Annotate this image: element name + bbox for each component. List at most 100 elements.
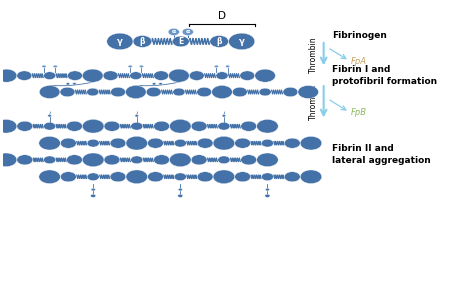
Circle shape (17, 121, 33, 131)
Circle shape (154, 71, 169, 80)
Circle shape (128, 65, 132, 68)
Circle shape (216, 72, 228, 79)
Circle shape (235, 138, 251, 148)
Circle shape (126, 85, 146, 98)
Circle shape (261, 139, 273, 147)
Circle shape (182, 28, 193, 35)
Circle shape (210, 35, 228, 47)
Circle shape (213, 170, 235, 184)
Circle shape (189, 71, 204, 80)
Circle shape (147, 138, 164, 148)
Circle shape (218, 156, 230, 164)
Circle shape (222, 115, 226, 117)
Text: FpB: FpB (351, 108, 367, 117)
Circle shape (146, 87, 161, 97)
Circle shape (66, 121, 82, 131)
Circle shape (168, 28, 179, 35)
Circle shape (178, 194, 183, 198)
Text: Fibrin II and
lateral aggregation: Fibrin II and lateral aggregation (332, 144, 430, 165)
Circle shape (87, 88, 99, 96)
Circle shape (241, 155, 257, 165)
Circle shape (169, 69, 189, 82)
Text: Fibrinogen: Fibrinogen (332, 31, 386, 40)
Circle shape (110, 172, 126, 182)
Circle shape (48, 115, 52, 117)
Circle shape (178, 188, 182, 191)
Circle shape (226, 65, 230, 68)
Circle shape (159, 83, 163, 85)
Circle shape (107, 33, 133, 50)
Circle shape (170, 119, 191, 133)
Text: Thrombin: Thrombin (309, 84, 318, 120)
Circle shape (228, 33, 255, 50)
Circle shape (170, 153, 191, 167)
Circle shape (213, 136, 235, 150)
Circle shape (257, 153, 278, 167)
Circle shape (283, 87, 298, 97)
Circle shape (82, 119, 104, 133)
Circle shape (213, 136, 235, 150)
Circle shape (212, 85, 232, 98)
Text: Thrombin: Thrombin (309, 36, 318, 72)
Circle shape (133, 35, 152, 47)
Circle shape (104, 121, 120, 131)
Circle shape (173, 88, 185, 96)
Circle shape (240, 71, 255, 80)
Circle shape (91, 188, 95, 191)
Circle shape (300, 136, 322, 150)
Circle shape (126, 136, 147, 150)
Circle shape (44, 156, 56, 164)
Circle shape (131, 122, 143, 130)
Text: α: α (172, 29, 176, 35)
Circle shape (197, 172, 213, 182)
Circle shape (265, 194, 270, 198)
Circle shape (197, 138, 213, 148)
Circle shape (135, 115, 138, 117)
Circle shape (82, 69, 103, 82)
Circle shape (17, 71, 32, 80)
Circle shape (67, 71, 82, 80)
Circle shape (103, 71, 118, 80)
Circle shape (39, 170, 60, 184)
Circle shape (284, 138, 300, 148)
Circle shape (126, 136, 147, 150)
Circle shape (126, 170, 147, 184)
Circle shape (66, 155, 82, 165)
Text: β: β (217, 37, 222, 46)
Circle shape (191, 121, 207, 131)
Circle shape (298, 85, 319, 98)
Circle shape (174, 139, 186, 147)
Circle shape (257, 119, 278, 133)
Circle shape (170, 119, 191, 133)
Circle shape (60, 172, 76, 182)
Circle shape (110, 87, 126, 97)
Circle shape (174, 173, 186, 181)
Circle shape (82, 153, 104, 167)
Circle shape (44, 72, 56, 79)
Circle shape (147, 172, 164, 182)
Circle shape (218, 122, 230, 130)
Circle shape (265, 188, 270, 191)
Circle shape (152, 83, 156, 85)
Circle shape (197, 87, 212, 97)
Circle shape (169, 69, 189, 82)
Circle shape (214, 65, 219, 68)
Circle shape (66, 83, 70, 85)
Circle shape (17, 155, 33, 165)
Circle shape (82, 153, 104, 167)
Circle shape (60, 138, 76, 148)
Circle shape (104, 155, 120, 165)
Circle shape (284, 172, 300, 182)
Circle shape (261, 173, 273, 181)
Circle shape (154, 121, 170, 131)
Text: E: E (178, 37, 183, 46)
Circle shape (39, 85, 60, 98)
Text: β: β (140, 37, 145, 46)
Circle shape (126, 85, 146, 98)
Circle shape (235, 172, 251, 182)
Circle shape (110, 138, 126, 148)
Circle shape (259, 88, 271, 96)
Text: Fibrin I and
protofibril formation: Fibrin I and protofibril formation (332, 65, 437, 86)
Circle shape (139, 65, 144, 68)
Circle shape (213, 170, 235, 184)
